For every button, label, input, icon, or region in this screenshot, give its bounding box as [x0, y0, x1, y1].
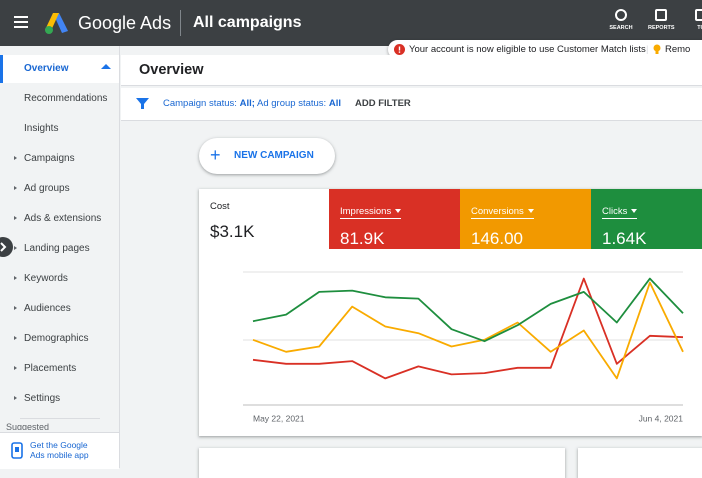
metric-value: 81.9K — [340, 229, 385, 248]
expand-arrow — [14, 246, 17, 250]
nav-label: Landing pages — [24, 243, 90, 254]
metric-label-text: Clicks — [602, 206, 628, 217]
nav-item[interactable]: Ads & extensions — [0, 205, 119, 233]
nav-item[interactable]: Recommendations — [0, 85, 119, 113]
nav-item[interactable]: Campaigns — [0, 145, 119, 173]
metric-value: 1.64K — [602, 229, 647, 248]
expand-arrow — [14, 336, 17, 340]
plus-icon: + — [210, 145, 221, 165]
filter-label: Ad group status: — [257, 98, 327, 109]
add-filter[interactable]: ADD FILTER — [355, 98, 411, 109]
nav-item[interactable]: Ad groups — [0, 175, 119, 203]
nav-item[interactable]: Landing pages — [0, 235, 119, 263]
filter-bar: Campaign status: All; Ad group status: A… — [121, 88, 702, 121]
home-icon — [101, 64, 111, 69]
filter-icon[interactable] — [136, 97, 149, 110]
metric-value: 146.00 — [471, 229, 523, 248]
icon-glyph — [615, 9, 627, 21]
expand-arrow — [14, 276, 17, 280]
divider — [180, 10, 181, 36]
nav-item[interactable]: Insights — [0, 115, 119, 143]
nav-item[interactable]: Settings — [0, 385, 119, 413]
filter-label: Campaign status: — [163, 98, 237, 109]
nav-label: Recommendations — [24, 93, 108, 104]
notification[interactable]: Your account is now eligible to use Cust… — [388, 40, 702, 59]
collapse-button[interactable] — [0, 236, 14, 258]
nav-label: Audiences — [24, 303, 71, 314]
icon-label: TO — [697, 25, 702, 31]
dropdown-arrow — [631, 209, 638, 214]
nav-label: Overview — [24, 63, 69, 74]
metric-tile[interactable]: Impressions 81.9K — [329, 189, 460, 249]
header-title: All campaigns — [193, 14, 302, 31]
header-icon[interactable]: SEARCH — [608, 9, 634, 39]
menu-icon[interactable] — [14, 15, 30, 29]
metric-label: Impressions — [340, 206, 402, 219]
icon-glyph — [695, 9, 702, 21]
metric-tile[interactable]: Conversions 146.00 — [460, 189, 591, 249]
top-bar: Google Ads All campaigns SEARCH REPORTS TO — [0, 0, 702, 46]
card — [578, 448, 702, 478]
nav-item[interactable]: Overview — [0, 55, 119, 83]
nav-label: Insights — [24, 123, 59, 134]
page-title: Overview — [139, 62, 204, 78]
product-name: Google Ads — [78, 13, 172, 33]
section-label: Suggested — [6, 422, 50, 430]
metric-value: $3.1K — [210, 222, 255, 241]
error-icon — [394, 44, 405, 55]
metric-label: Cost — [210, 201, 329, 212]
divider — [20, 418, 100, 419]
icon-label: SEARCH — [609, 25, 633, 31]
icon-glyph — [655, 9, 667, 21]
expand-arrow — [14, 306, 17, 310]
filter-value: All; — [239, 98, 255, 109]
nav-label: Ad groups — [24, 183, 70, 194]
nav-label: Keywords — [24, 273, 68, 284]
nav-label: Demographics — [24, 333, 89, 344]
expand-arrow — [14, 186, 17, 190]
separator: | — [646, 44, 649, 55]
nav-label: Placements — [24, 363, 77, 374]
new-campaign-button[interactable]: + NEW CAMPAIGN — [199, 138, 335, 174]
expand-arrow — [14, 396, 17, 400]
nav-label: Ads & extensions — [24, 213, 102, 224]
metric-label-text: Conversions — [471, 206, 524, 217]
dropdown-arrow — [395, 209, 402, 214]
metric-tile[interactable]: Cost $3.1K — [199, 189, 329, 249]
icon-label: REPORTS — [648, 25, 675, 31]
nav-item[interactable]: Demographics — [0, 325, 119, 353]
metric-label: Clicks — [602, 206, 638, 219]
bulb-icon — [653, 44, 661, 54]
notification-text: Your account is now eligible to use Cust… — [409, 44, 646, 55]
metric-label-text: Impressions — [340, 206, 392, 217]
metric-label: Conversions — [471, 206, 534, 219]
header-icon[interactable]: REPORTS — [648, 9, 675, 39]
nav-item[interactable]: Keywords — [0, 265, 119, 293]
nav-label: Campaigns — [24, 153, 75, 164]
header-icon[interactable]: TO — [688, 9, 702, 39]
metric-tile[interactable]: Clicks 1.64K — [591, 189, 702, 249]
card — [199, 448, 565, 478]
filter-value: All — [328, 98, 341, 109]
button-label: NEW CAMPAIGN — [234, 150, 314, 161]
dropdown-arrow — [527, 209, 534, 214]
page-header: Overview — [121, 55, 702, 86]
app-promo-text: Get the Google Ads mobile app — [30, 440, 89, 460]
metric-label-text: Cost — [210, 201, 230, 212]
expand-arrow — [14, 216, 17, 220]
nav-item[interactable]: Audiences — [0, 295, 119, 323]
nav-label: Settings — [24, 393, 61, 404]
expand-arrow — [14, 156, 17, 160]
notification-action[interactable]: Remo — [665, 44, 691, 55]
app-promo[interactable]: Get the Google Ads mobile app — [0, 432, 119, 469]
expand-arrow — [14, 366, 17, 370]
phone-icon — [11, 442, 23, 459]
logo — [45, 13, 68, 34]
sidebar: Overview Recommendations Insights Campaigns… — [0, 46, 120, 469]
nav-item[interactable]: Placements — [0, 355, 119, 383]
